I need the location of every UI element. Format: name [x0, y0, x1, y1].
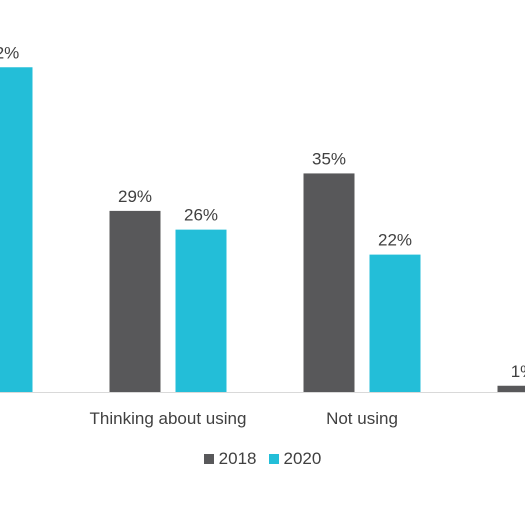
data-label-2018-1: 29% — [118, 187, 152, 206]
x-tick-label-1: Thinking about using — [90, 409, 247, 428]
legend: 2018 2020 — [0, 449, 525, 469]
bar-2018-3 — [497, 385, 525, 392]
x-tick-label-2: Not using — [326, 409, 398, 428]
legend-swatch-2018 — [203, 454, 214, 464]
bar-2020-1 — [175, 229, 227, 392]
legend-label-2020: 2020 — [283, 449, 322, 468]
legend-label-2018: 2018 — [218, 449, 257, 468]
data-label-2018-2: 35% — [312, 149, 346, 168]
data-label-2020-0: 2% — [0, 43, 19, 62]
bar-2018-1 — [109, 210, 161, 392]
bar-2018-2 — [303, 173, 355, 392]
data-label-2018-3: 1% — [511, 362, 525, 381]
data-label-2020-1: 26% — [184, 206, 218, 225]
bar-2020-0 — [0, 67, 33, 392]
legend-item-2018: 2018 — [203, 449, 257, 469]
legend-item-2020: 2020 — [268, 449, 322, 469]
bar-2020-2 — [369, 254, 421, 392]
data-label-2020-2: 22% — [378, 231, 412, 250]
legend-swatch-2020 — [268, 454, 279, 464]
